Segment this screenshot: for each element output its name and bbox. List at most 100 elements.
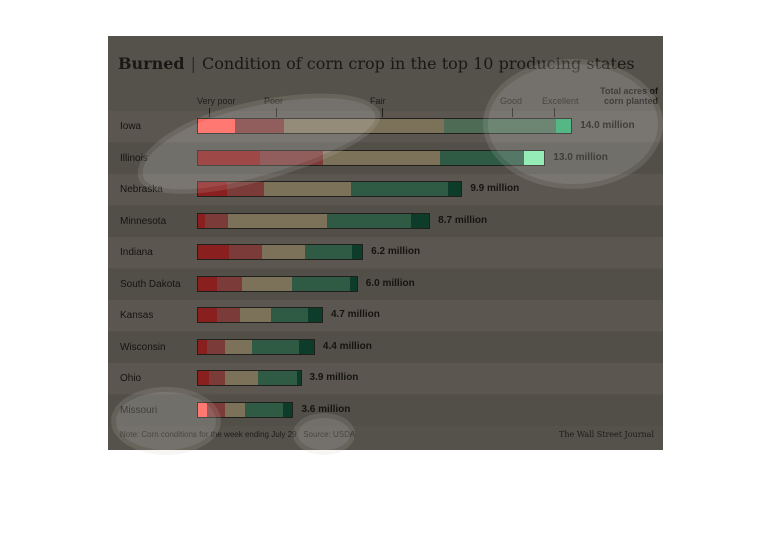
- bar-segment-fair: [240, 308, 272, 322]
- legend-label-very-poor: Very poor: [197, 96, 236, 106]
- bar-segment-good: [245, 402, 284, 417]
- total-acres-label: 3.9 million: [309, 372, 359, 383]
- total-acres-label: 9.9 million: [470, 183, 520, 194]
- bar-segment-excellent: [308, 308, 322, 322]
- state-bar: [197, 370, 302, 386]
- source-text: Source: USDA: [303, 430, 356, 439]
- chart-row: [108, 300, 663, 331]
- chart-title: Burned | Condition of corn crop in the top…: [118, 54, 635, 73]
- legend-label-excellent: Excellent: [542, 96, 579, 106]
- bar-segment-good: [258, 371, 298, 385]
- bar-segment-poor: [209, 371, 225, 385]
- bar-segment-very-poor: [198, 339, 208, 354]
- bar-segment-good: [271, 308, 309, 322]
- chart-footnote: Note: Corn conditions for the week endin…: [120, 430, 355, 439]
- state-bar: [197, 181, 463, 197]
- state-bar: [197, 118, 573, 134]
- bar-segment-excellent: [352, 245, 363, 259]
- bar-segment-good: [444, 119, 557, 133]
- bar-segment-excellent: [298, 339, 314, 354]
- bar-segment-fair: [228, 213, 328, 228]
- bar-segment-poor: [207, 339, 225, 354]
- highlight-blob-top-right: [488, 64, 658, 184]
- chart-subtitle: Condition of corn crop in the top 10 pro…: [201, 54, 635, 73]
- bar-segment-excellent: [283, 402, 293, 417]
- state-label: South Dakota: [120, 278, 181, 290]
- bar-segment-poor: [217, 276, 243, 291]
- highlight-blob-bottom-left: [116, 392, 216, 450]
- state-label: Indiana: [120, 247, 153, 258]
- total-acres-label: 13.0 million: [553, 151, 608, 163]
- bar-segment-good: [252, 339, 299, 354]
- bar-segment-poor: [204, 213, 229, 228]
- bar-segment-good: [327, 213, 411, 228]
- bar-segment-good: [350, 182, 449, 196]
- bar-segment-good: [291, 276, 351, 291]
- bar-segment-very-poor: [198, 119, 236, 133]
- total-acres-label: 3.6 million: [301, 403, 351, 415]
- legend-label-fair: Fair: [370, 96, 386, 106]
- bar-segment-fair: [242, 276, 292, 291]
- state-label: Wisconsin: [120, 341, 166, 353]
- note-text: Note: Corn conditions for the week endin…: [120, 430, 297, 439]
- bar-segment-excellent: [523, 150, 545, 165]
- bar-segment-good: [440, 150, 524, 165]
- bar-segment-very-poor: [198, 213, 205, 228]
- chart-row: [108, 363, 663, 394]
- bar-segment-fair: [283, 119, 445, 133]
- bar-segment-poor: [235, 119, 284, 133]
- legend-tick-good: [512, 108, 513, 117]
- legend-tick-very-poor: [209, 108, 210, 117]
- legend-tick-excellent: [554, 108, 555, 117]
- bar-segment-very-poor: [198, 402, 208, 417]
- bar-segment-fair: [322, 150, 441, 165]
- bar-segment-excellent: [556, 119, 572, 133]
- state-label: Kansas: [120, 310, 154, 321]
- publisher-credit: The Wall Street Journal: [559, 430, 654, 439]
- bar-segment-poor: [260, 150, 323, 165]
- bar-segment-very-poor: [198, 150, 261, 165]
- total-acres-header: Total acres of corn planted: [600, 86, 658, 106]
- legend-tick-poor: [276, 108, 277, 117]
- bar-segment-poor: [226, 182, 264, 196]
- total-acres-label: 4.4 million: [322, 340, 372, 352]
- bar-segment-poor: [216, 308, 241, 322]
- chart-title-main: Burned: [118, 54, 185, 73]
- bar-segment-very-poor: [198, 182, 227, 196]
- total-acres-label: 4.7 million: [330, 309, 380, 320]
- state-bar: [197, 212, 431, 229]
- bar-segment-poor: [229, 245, 263, 259]
- state-label: Missouri: [120, 404, 158, 416]
- state-bar: [197, 401, 294, 418]
- bar-segment-very-poor: [198, 308, 217, 322]
- highlight-blob-bottom-mid: [298, 418, 350, 450]
- bar-segment-fair: [225, 402, 246, 417]
- title-separator: |: [190, 54, 196, 73]
- legend-label-poor: Poor: [264, 96, 284, 106]
- state-label: Iowa: [120, 121, 142, 132]
- bar-segment-very-poor: [198, 371, 210, 385]
- state-label: Nebraska: [120, 184, 163, 195]
- total-acres-label: 6.0 million: [365, 277, 415, 289]
- total-acres-label: 6.2 million: [371, 246, 421, 257]
- bar-segment-very-poor: [198, 276, 218, 291]
- bar-segment-good: [304, 245, 353, 259]
- bar-segment-fair: [224, 371, 259, 385]
- state-bar: [197, 244, 364, 260]
- chart-row: [108, 331, 663, 363]
- bar-segment-very-poor: [198, 245, 230, 259]
- legend-tick-fair: [382, 108, 383, 117]
- bar-segment-poor: [207, 402, 226, 417]
- total-acres-label: 14.0 million: [580, 120, 635, 131]
- bar-segment-fair: [263, 182, 351, 196]
- state-label: Illinois: [120, 152, 148, 164]
- chart-panel: Burned | Condition of corn crop in the top…: [108, 36, 663, 450]
- state-label: Ohio: [120, 373, 142, 384]
- state-bar: [197, 149, 546, 166]
- bar-segment-fair: [262, 245, 305, 259]
- state-label: Minnesota: [120, 215, 167, 227]
- bar-segment-excellent: [448, 182, 462, 196]
- state-bar: [197, 275, 358, 292]
- bar-segment-excellent: [350, 276, 357, 291]
- state-bar: [197, 338, 315, 355]
